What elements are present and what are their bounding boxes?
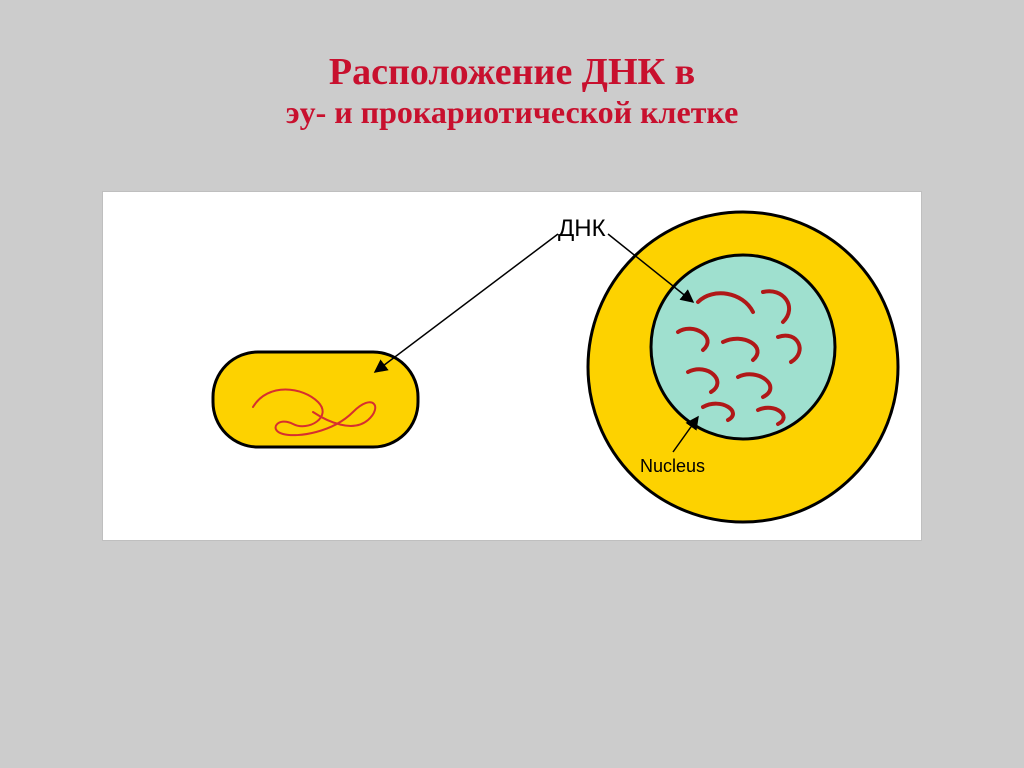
prokaryote-cell: [213, 352, 418, 447]
eukaryote-cell: [588, 212, 898, 522]
diagram-svg: ДНК Nucleus: [103, 192, 923, 542]
dna-label: ДНК: [558, 215, 606, 242]
diagram-panel: ДНК Nucleus: [102, 191, 922, 541]
title-block: Расположение ДНК в эу- и прокариотическо…: [0, 0, 1024, 161]
nucleus-label: Nucleus: [640, 456, 705, 476]
title-line-1: Расположение ДНК в: [0, 50, 1024, 94]
title-line-2: эу- и прокариотической клетке: [0, 94, 1024, 131]
nucleus: [651, 255, 835, 439]
pointer-arrow: [375, 234, 558, 372]
